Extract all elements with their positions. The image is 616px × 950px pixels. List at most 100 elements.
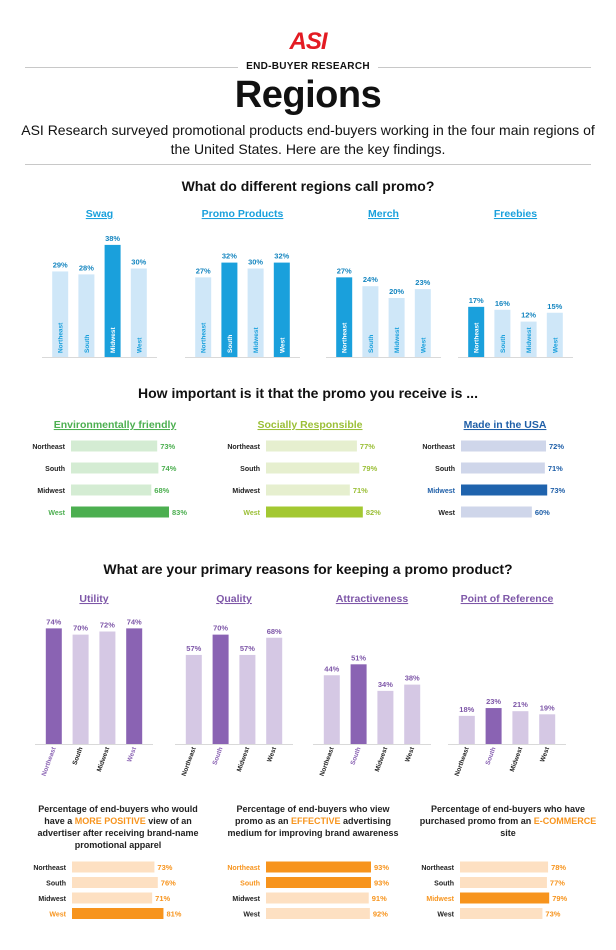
attractiveness-bar-south xyxy=(350,664,367,744)
freebies-bar-south xyxy=(494,309,511,357)
utility-category-northeast: Northeast xyxy=(41,746,58,778)
stat-text-effective-pre: Percentage of end-buyers who view promo … xyxy=(234,804,390,826)
attractiveness-bar-west xyxy=(404,684,421,744)
merch-title: Merch xyxy=(368,208,399,220)
stat-text-positive-view-post: view of an advertiser after receiving br… xyxy=(37,816,199,850)
attractiveness-bar-midwest xyxy=(377,690,394,744)
point-of-reference-value-midwest: 21% xyxy=(513,700,528,709)
stat-text-effective-post: advertising medium for improving brand a… xyxy=(227,816,399,838)
made-in-the-usa-category-midwest: Midwest xyxy=(427,488,455,495)
stat-chart-12-value-south: 93% xyxy=(374,879,389,888)
made-in-the-usa-value-west: 60% xyxy=(535,508,550,517)
utility-value-west: 74% xyxy=(127,617,142,626)
environmentally-friendly-category-midwest: Midwest xyxy=(37,488,65,495)
freebies-value-midwest: 12% xyxy=(521,311,536,320)
promo-products-category-south: South xyxy=(227,335,234,353)
swag-value-south: 28% xyxy=(79,263,94,272)
environmentally-friendly-bar-northeast xyxy=(71,440,158,452)
environmentally-friendly-value-south: 74% xyxy=(161,464,176,473)
merch-category-northeast: Northeast xyxy=(342,322,349,353)
environmentally-friendly-bar-west xyxy=(71,506,169,518)
attractiveness-category-west: West xyxy=(404,746,416,764)
stat-chart-11-bar-south xyxy=(72,877,158,888)
merch-category-west: West xyxy=(420,337,427,353)
stat-chart-12-bar-northeast xyxy=(266,861,371,873)
made-in-the-usa-bar-west xyxy=(461,506,532,518)
stat-chart-12-bar-south xyxy=(266,877,371,888)
quality-bar-northeast xyxy=(185,654,202,744)
made-in-the-usa-bar-northeast xyxy=(461,440,547,452)
stat-text-ecommerce-pre: Percentage of end-buyers who have purcha… xyxy=(419,804,586,826)
environmentally-friendly-value-northeast: 73% xyxy=(160,442,175,451)
quality-value-south: 70% xyxy=(213,624,228,633)
stat-chart-11-value-south: 76% xyxy=(161,879,176,888)
merch-category-south: South xyxy=(368,335,375,353)
eyebrow-text: END-BUYER RESEARCH xyxy=(238,61,378,72)
socially-responsible-bar-south xyxy=(266,462,360,474)
merch-bar-northeast xyxy=(336,277,353,357)
point-of-reference-bar-northeast xyxy=(458,715,475,744)
intro-divider xyxy=(25,164,591,165)
point-of-reference-bar-south xyxy=(485,708,502,744)
freebies-value-northeast: 17% xyxy=(469,296,484,305)
attractiveness-value-midwest: 34% xyxy=(378,680,393,689)
quality-value-midwest: 57% xyxy=(240,644,255,653)
quality-value-west: 68% xyxy=(267,627,282,636)
stat-chart-13-value-west: 73% xyxy=(545,910,560,919)
socially-responsible-value-west: 82% xyxy=(366,508,381,517)
freebies-category-west: West xyxy=(552,337,559,353)
stat-chart-11-bar-northeast xyxy=(72,861,155,873)
promo-products-category-northeast: Northeast xyxy=(201,322,208,353)
swag-value-west: 30% xyxy=(131,258,146,267)
attractiveness-value-south: 51% xyxy=(351,653,366,662)
stat-chart-13-value-midwest: 79% xyxy=(552,894,567,903)
freebies-bar-northeast xyxy=(468,306,485,357)
stat-chart-11-value-midwest: 71% xyxy=(155,894,170,903)
merch-value-west: 23% xyxy=(415,278,430,287)
stat-chart-13-value-south: 77% xyxy=(550,879,565,888)
stat-text-ecommerce-post: site xyxy=(500,828,516,838)
socially-responsible-category-northeast: Northeast xyxy=(227,444,260,451)
point-of-reference-category-south: South xyxy=(485,746,498,766)
environmentally-friendly-category-northeast: Northeast xyxy=(32,444,65,451)
freebies-category-south: South xyxy=(500,335,507,353)
attractiveness-bar-northeast xyxy=(323,675,340,744)
freebies-bar-west xyxy=(546,312,563,357)
promo-products-bar-south xyxy=(221,262,238,357)
point-of-reference-value-south: 23% xyxy=(486,697,501,706)
swag-category-west: West xyxy=(136,337,143,353)
merch-bar-west xyxy=(414,289,431,357)
promo-products-category-midwest: Midwest xyxy=(253,327,260,353)
promo-products-bar-northeast xyxy=(195,277,212,357)
socially-responsible-bar-northeast xyxy=(266,440,357,452)
swag-value-northeast: 29% xyxy=(53,260,68,269)
stat-chart-13-category-midwest: Midwest xyxy=(426,896,454,903)
swag-category-midwest: Midwest xyxy=(110,327,117,353)
utility-category-west: West xyxy=(126,746,138,764)
merch-value-midwest: 20% xyxy=(389,287,404,296)
stat-text-ecommerce: Percentage of end-buyers who have purcha… xyxy=(418,803,598,839)
stat-text-positive-view-pre: Percentage of end-buyers who would have … xyxy=(38,804,198,826)
quality-bar-south xyxy=(212,634,229,744)
stat-chart-12-value-west: 92% xyxy=(373,910,388,919)
point-of-reference-bar-west xyxy=(539,714,556,744)
utility-value-midwest: 72% xyxy=(100,621,115,630)
environmentally-friendly-category-west: West xyxy=(48,510,65,517)
stat-chart-11-category-midwest: Midwest xyxy=(38,896,66,903)
stat-chart-13-bar-south xyxy=(460,877,547,888)
freebies-value-south: 16% xyxy=(495,299,510,308)
promo-products-category-west: West xyxy=(279,337,286,353)
environmentally-friendly-bar-south xyxy=(71,462,159,474)
stat-text-positive-view: Percentage of end-buyers who would have … xyxy=(28,803,208,851)
swag-category-northeast: Northeast xyxy=(58,322,65,353)
socially-responsible-category-west: West xyxy=(243,510,260,517)
eyebrow: END-BUYER RESEARCH xyxy=(0,61,616,72)
section-3-question: What are your primary reasons for keepin… xyxy=(103,561,513,577)
quality-category-midwest: Midwest xyxy=(236,746,252,773)
promo-products-value-midwest: 30% xyxy=(248,258,263,267)
promo-products-value-west: 32% xyxy=(274,252,289,261)
made-in-the-usa-title: Made in the USA xyxy=(464,419,547,431)
freebies-category-midwest: Midwest xyxy=(526,327,533,353)
stat-chart-12-category-west: West xyxy=(243,912,260,919)
stat-chart-11-value-northeast: 73% xyxy=(157,863,172,872)
